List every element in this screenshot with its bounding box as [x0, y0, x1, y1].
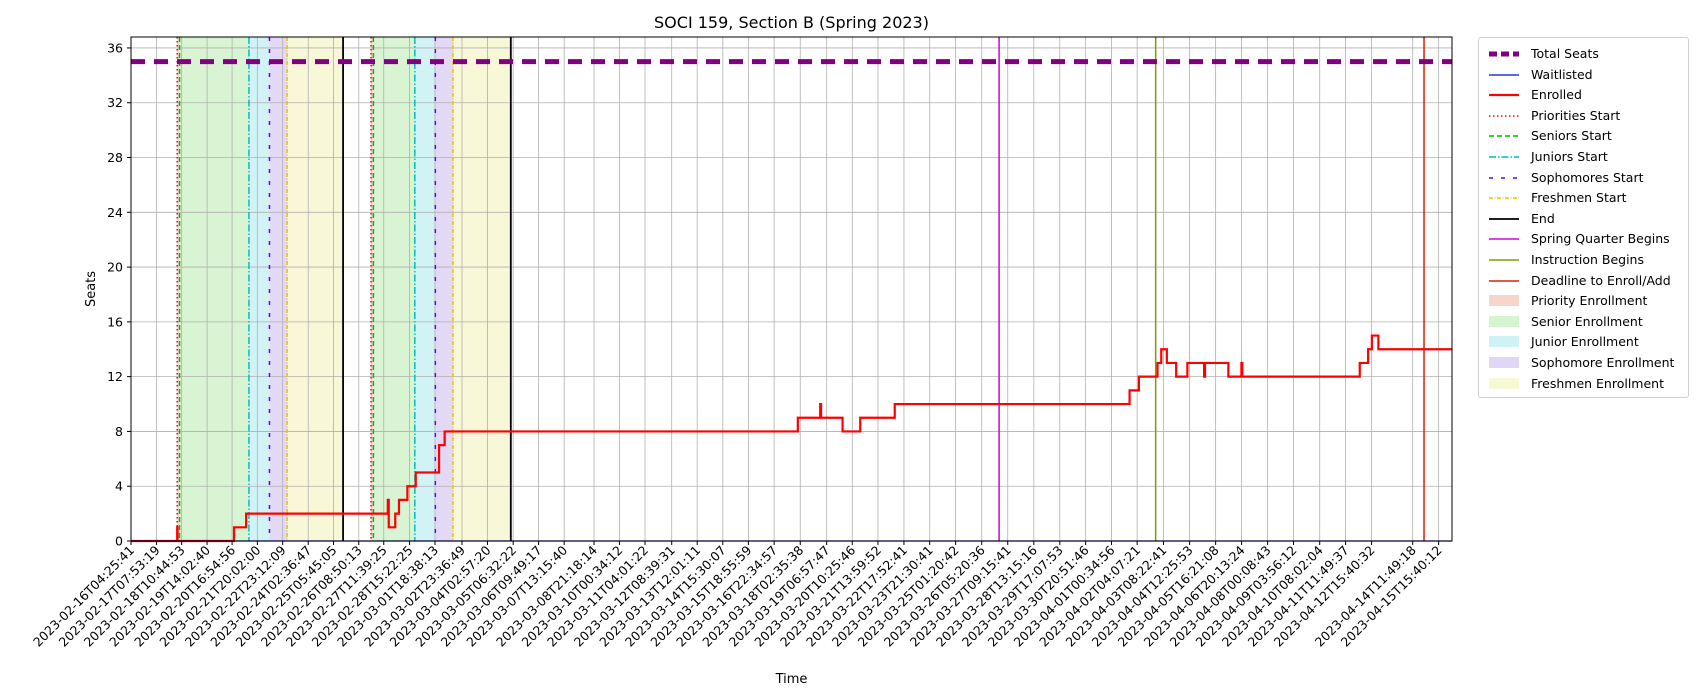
legend-swatch — [1489, 197, 1519, 199]
sophomore-enrollment-band-2 — [435, 37, 454, 541]
legend-swatch — [1489, 51, 1519, 57]
legend-label: Freshmen Start — [1531, 190, 1627, 206]
legend-label: Seniors Start — [1531, 128, 1612, 144]
legend-swatch — [1489, 176, 1519, 179]
legend-item: Freshmen Enrollment — [1485, 374, 1685, 394]
legend-label: Junior Enrollment — [1531, 334, 1639, 350]
chart-title: SOCI 159, Section B (Spring 2023) — [654, 13, 929, 32]
legend-item: Instruction Begins — [1485, 250, 1685, 270]
legend-swatch — [1489, 238, 1519, 241]
legend-item: Waitlisted — [1485, 65, 1685, 85]
freshmen-enrollment-band-2 — [453, 37, 511, 541]
legend-swatch — [1489, 315, 1519, 327]
legend-label: Deadline to Enroll/Add — [1531, 272, 1671, 288]
legend-item: Junior Enrollment — [1485, 332, 1685, 352]
legend-label: Enrolled — [1531, 87, 1582, 103]
y-tick-label: 0 — [115, 534, 123, 549]
legend-swatch — [1489, 73, 1519, 76]
legend-label: Waitlisted — [1531, 66, 1593, 82]
legend-item: Senior Enrollment — [1485, 312, 1685, 332]
legend-swatch — [1489, 135, 1519, 138]
senior-enrollment-band-2 — [373, 37, 415, 541]
legend-label: Priorities Start — [1531, 107, 1621, 123]
legend-item: Freshmen Start — [1485, 188, 1685, 208]
legend-patch — [1489, 295, 1519, 307]
legend-swatch — [1489, 295, 1519, 307]
legend-label: Juniors Start — [1531, 149, 1608, 164]
legend-item: Deadline to Enroll/Add — [1485, 271, 1685, 291]
legend-label: Instruction Begins — [1531, 252, 1644, 267]
legend-swatch — [1489, 377, 1519, 389]
y-tick-label: 24 — [107, 205, 123, 220]
legend-patch — [1489, 377, 1519, 389]
junior-enrollment-band-1 — [248, 37, 270, 541]
legend-patch — [1489, 336, 1519, 348]
legend-item: Spring Quarter Begins — [1485, 229, 1685, 249]
plot-frame — [130, 36, 1453, 542]
legend-label: Sophomore Enrollment — [1531, 355, 1675, 370]
legend-label: End — [1531, 210, 1555, 226]
legend-swatch — [1489, 357, 1519, 368]
legend-swatch — [1489, 259, 1519, 261]
priority-enrollment-band-1 — [177, 37, 180, 541]
x-axis-label: Time — [775, 672, 808, 687]
legend-swatch — [1489, 279, 1519, 282]
y-tick-label: 36 — [107, 40, 123, 55]
legend-swatch — [1489, 217, 1519, 220]
priority-enrollment-band-2 — [371, 37, 374, 541]
chart-legend: Total Seats Waitlisted Enrolled Priorities … — [1478, 37, 1689, 398]
legend-item: Juniors Start — [1485, 147, 1685, 167]
plot-area: 048121620242832362023-02-16T04:25:412023… — [30, 36, 1453, 650]
legend-item: Priority Enrollment — [1485, 291, 1685, 311]
legend-patch — [1489, 357, 1519, 368]
legend-swatch — [1489, 156, 1519, 158]
legend-label: Priority Enrollment — [1531, 293, 1648, 309]
legend-label: Sophomores Start — [1531, 169, 1644, 185]
y-tick-label: 12 — [107, 369, 123, 384]
legend-item: Priorities Start — [1485, 106, 1685, 126]
legend-patch — [1489, 315, 1519, 327]
legend-label: Freshmen Enrollment — [1531, 375, 1665, 391]
y-axis-label: Seats — [84, 271, 99, 307]
y-tick-label: 28 — [107, 150, 123, 165]
sophomore-enrollment-band-1 — [269, 37, 288, 541]
senior-enrollment-band-1 — [179, 37, 249, 541]
legend-swatch — [1489, 94, 1519, 97]
y-tick-label: 16 — [107, 314, 123, 329]
junior-enrollment-band-2 — [414, 37, 436, 541]
legend-label: Total Seats — [1531, 46, 1599, 61]
y-tick-label: 32 — [107, 95, 123, 110]
legend-item: Total Seats — [1485, 44, 1685, 64]
legend-item: Sophomore Enrollment — [1485, 353, 1685, 373]
legend-item: End — [1485, 209, 1685, 229]
legend-label: Senior Enrollment — [1531, 313, 1643, 329]
y-tick-label: 4 — [115, 479, 123, 494]
legend-swatch — [1489, 336, 1519, 348]
legend-swatch — [1489, 115, 1519, 117]
legend-item: Seniors Start — [1485, 126, 1685, 146]
enrolled-series-line — [131, 334, 1452, 543]
y-tick-label: 20 — [107, 260, 123, 275]
legend-label: Spring Quarter Begins — [1531, 231, 1670, 247]
legend-item: Enrolled — [1485, 85, 1685, 105]
legend-item: Sophomores Start — [1485, 168, 1685, 188]
y-tick-label: 8 — [115, 424, 123, 439]
freshmen-enrollment-band-1 — [287, 37, 344, 541]
